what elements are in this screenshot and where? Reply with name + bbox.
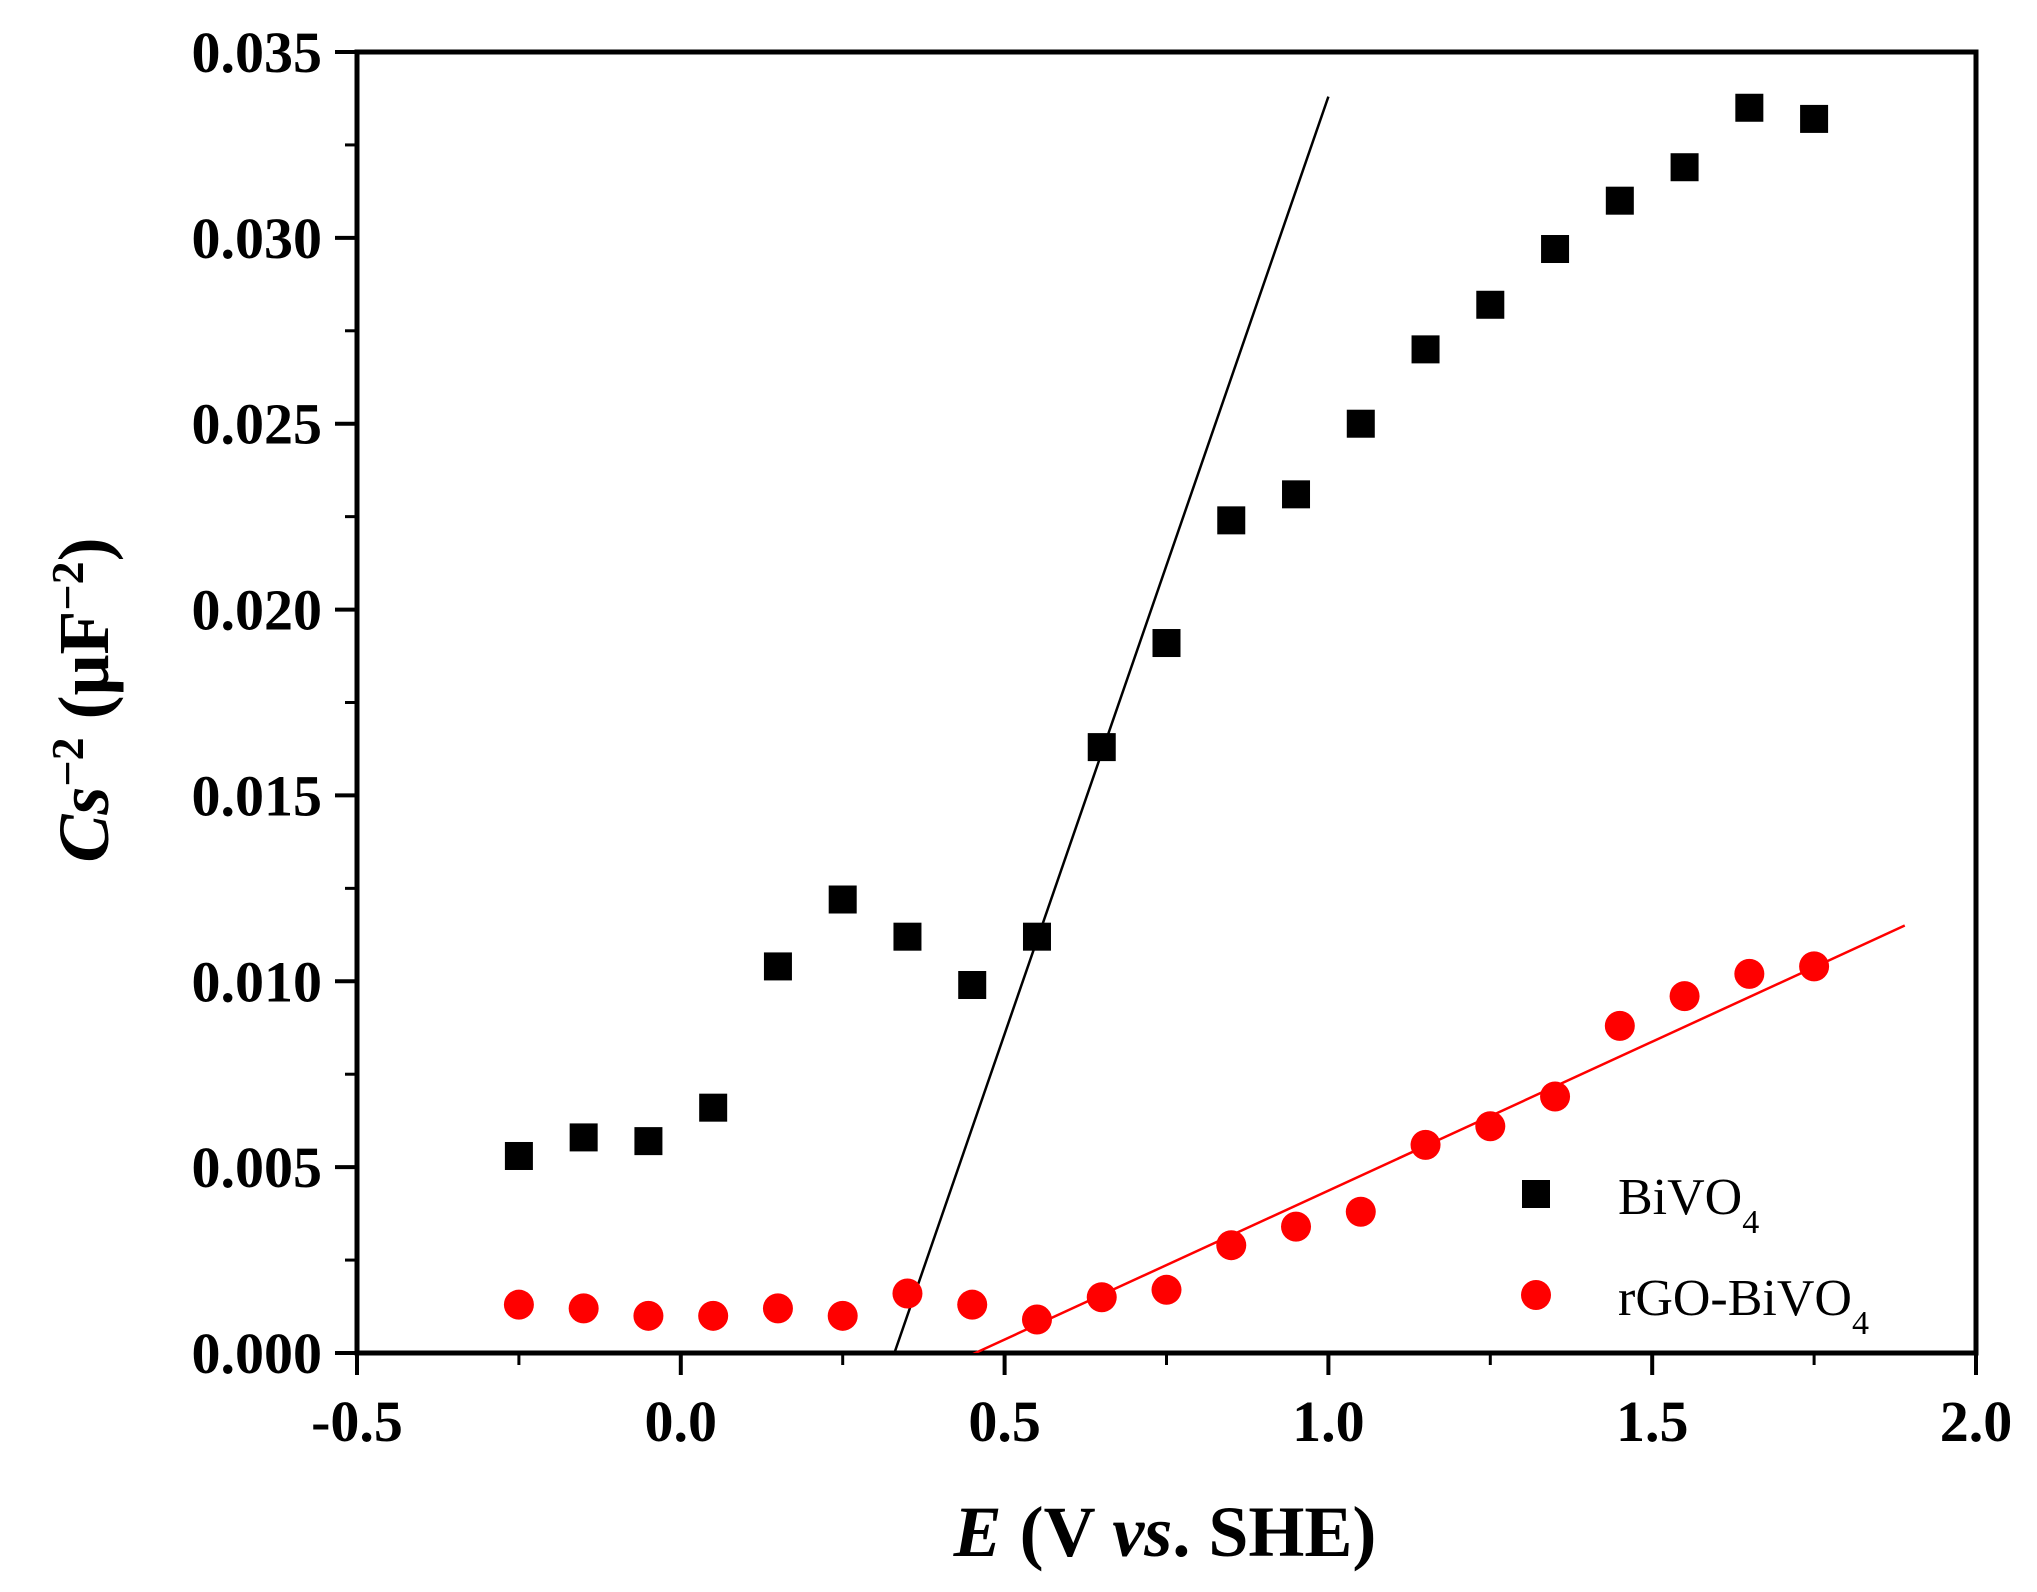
data-point-bivo4 [1800,104,1829,133]
data-point-rgo-bivo4 [762,1293,793,1324]
data-point-rgo-bivo4 [1151,1274,1182,1305]
data-point-rgo-bivo4 [1281,1211,1312,1242]
data-point-rgo-bivo4 [1086,1282,1117,1313]
y-tick-label: 0.025 [192,392,323,457]
data-point-rgo-bivo4 [1734,958,1765,989]
data-point-rgo-bivo4 [1410,1129,1441,1160]
data-point-rgo-bivo4 [1021,1304,1052,1335]
data-point-bivo4 [1605,186,1634,215]
data-point-rgo-bivo4 [1475,1111,1506,1142]
y-tick-label: 0.020 [192,578,323,643]
y-tick-label: 0.030 [192,206,323,271]
data-point-rgo-bivo4 [957,1289,988,1320]
x-tick-label: 2.0 [1940,1389,2013,1454]
data-point-bivo4 [1541,235,1570,264]
data-point-bivo4 [1217,506,1246,535]
data-point-bivo4 [1735,93,1764,122]
data-point-rgo-bivo4 [503,1289,534,1320]
x-tick-label: 0.5 [968,1389,1041,1454]
x-tick-label: 1.5 [1616,1389,1689,1454]
y-tick-label: 0.015 [192,763,323,828]
y-axis-title: Cs−2 (μF−2) [42,537,125,862]
series-layer [503,93,1906,1353]
y-tick-label: 0.000 [192,1321,323,1386]
data-point-bivo4 [763,952,792,981]
data-point-rgo-bivo4 [1604,1010,1635,1041]
x-axis-title: E (V vs. SHE) [953,1492,1377,1572]
data-point-bivo4 [1282,480,1311,509]
data-point-rgo-bivo4 [1669,981,1700,1012]
y-tick-label: 0.010 [192,949,323,1014]
data-point-rgo-bivo4 [633,1300,664,1331]
fit-line-rgo-bivo4 [972,924,1906,1353]
legend-marker-bivo4 [1522,1180,1550,1208]
data-point-rgo-bivo4 [1216,1230,1247,1261]
data-point-bivo4 [1670,153,1699,182]
data-point-bivo4 [1152,629,1181,658]
data-point-bivo4 [958,971,987,1000]
data-point-bivo4 [504,1141,533,1170]
y-tick-label: 0.005 [192,1135,323,1200]
data-point-bivo4 [699,1093,728,1122]
data-point-rgo-bivo4 [698,1300,729,1331]
data-point-rgo-bivo4 [1799,951,1830,982]
data-point-rgo-bivo4 [568,1293,599,1324]
data-point-rgo-bivo4 [1345,1196,1376,1227]
data-point-rgo-bivo4 [1540,1081,1571,1112]
axes-layer: -0.5 0.0 0.5 1.0 1.5 2.0 0.000 0.005 0.010 0.015 0… [192,20,2013,1454]
data-point-bivo4 [1346,409,1375,438]
x-tick-label: -0.5 [311,1389,403,1454]
data-point-bivo4 [1411,335,1440,364]
data-point-rgo-bivo4 [892,1278,923,1309]
data-point-bivo4 [1087,733,1116,762]
y-tick-label: 0.035 [192,20,323,85]
legend-label-rgo-bivo4: rGO-BiVO4 [1618,1270,1869,1342]
data-point-rgo-bivo4 [827,1300,858,1331]
data-point-bivo4 [634,1127,663,1156]
legend-label-bivo4: BiVO4 [1618,1169,1759,1241]
legend-marker-rgo-bivo4 [1521,1280,1551,1310]
data-point-bivo4 [828,885,857,914]
data-point-bivo4 [569,1123,598,1152]
x-tick-label: 0.0 [645,1389,718,1454]
data-point-bivo4 [1476,290,1505,319]
data-point-bivo4 [1022,922,1051,951]
x-tick-label: 1.0 [1292,1389,1365,1454]
data-point-bivo4 [893,922,922,951]
